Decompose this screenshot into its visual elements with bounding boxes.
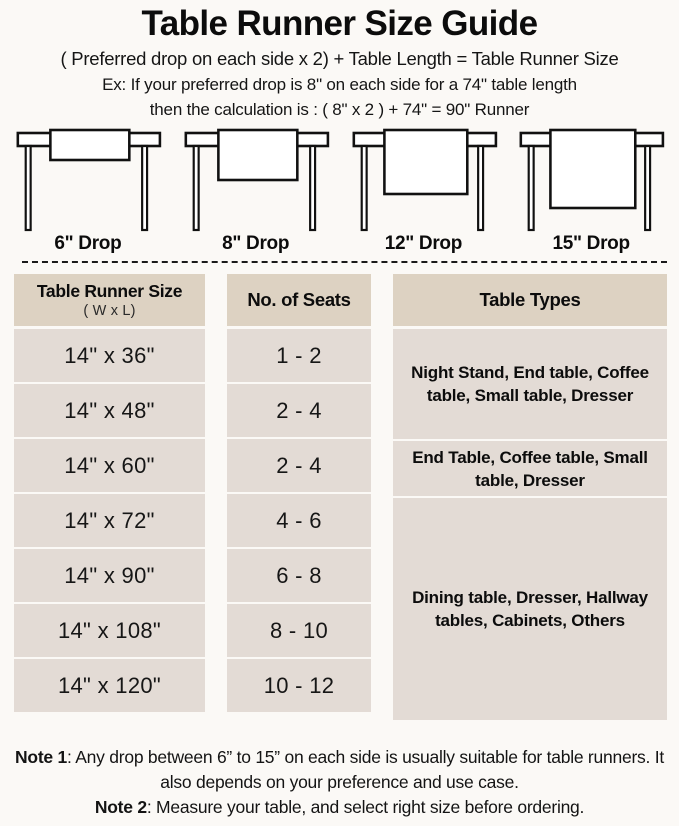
- table-row: 14" x 120": [14, 659, 205, 712]
- table-row: 2 - 4: [227, 384, 371, 437]
- column-header-seats-label: No. of Seats: [247, 289, 351, 310]
- table-row: 14" x 90": [14, 549, 205, 602]
- drop-diagram-12in: [340, 128, 508, 232]
- page-header: Table Runner Size Guide ( Preferred drop…: [0, 0, 679, 122]
- drop-label-6in: 6" Drop: [54, 233, 122, 254]
- notes-section: Note 1: Any drop between 6” to 15” on ea…: [0, 745, 679, 820]
- note-2-text: : Measure your table, and select right s…: [146, 797, 585, 817]
- drop-label-15in: 15" Drop: [552, 233, 630, 254]
- column-header-size-sub: ( W x L): [83, 302, 136, 319]
- table-row: 4 - 6: [227, 494, 371, 547]
- note-2: Note 2: Measure your table, and select r…: [6, 795, 673, 820]
- table-row: 1 - 2: [227, 329, 371, 382]
- table-runner-diagram-icon: [352, 128, 497, 232]
- drop-diagram-strip: [0, 128, 679, 232]
- column-header-size: Table Runner Size ( W x L): [14, 274, 205, 326]
- drop-diagram-8in: [172, 128, 340, 232]
- table-row: 14" x 60": [14, 439, 205, 492]
- table-types-group-medium: End Table, Coffee table, Small table, Dr…: [393, 441, 667, 496]
- table-row: 14" x 108": [14, 604, 205, 657]
- column-table-runner-size: Table Runner Size ( W x L) 14" x 36" 14"…: [14, 274, 205, 722]
- table-row: 10 - 12: [227, 659, 371, 712]
- table-row: 14" x 48": [14, 384, 205, 437]
- table-row: 2 - 4: [227, 439, 371, 492]
- drop-label-8in: 8" Drop: [222, 233, 290, 254]
- table-runner-diagram-icon: [184, 128, 329, 232]
- table-runner-diagram-icon: [519, 128, 665, 232]
- drop-label-row: 6" Drop 8" Drop 12" Drop 15" Drop: [0, 233, 679, 255]
- note-1-label: Note 1: [15, 747, 67, 767]
- table-runner-diagram-icon: [16, 128, 162, 232]
- table-types-group-large: Dining table, Dresser, Hallway tables, C…: [393, 498, 667, 720]
- column-no-of-seats: No. of Seats 1 - 2 2 - 4 2 - 4 4 - 6 6 -…: [227, 274, 371, 722]
- size-table: Table Runner Size ( W x L) 14" x 36" 14"…: [0, 274, 679, 722]
- example-line-2: then the calculation is : ( 8" x 2 ) + 7…: [149, 100, 530, 119]
- note-2-label: Note 2: [94, 797, 147, 817]
- note-1: Note 1: Any drop between 6” to 15” on ea…: [6, 745, 673, 795]
- drop-label-12in: 12" Drop: [384, 233, 463, 254]
- formula-text: ( Preferred drop on each side x 2) + Tab…: [60, 48, 619, 69]
- example-line-1: Ex: If your preferred drop is 8" on each…: [102, 75, 577, 94]
- table-row: 14" x 36": [14, 329, 205, 382]
- section-divider: [22, 261, 667, 263]
- table-types-group-small: Night Stand, End table, Coffee table, Sm…: [393, 329, 667, 439]
- page-title: Table Runner Size Guide: [141, 4, 539, 43]
- column-header-seats: No. of Seats: [227, 274, 371, 326]
- table-row: 6 - 8: [227, 549, 371, 602]
- column-header-size-main: Table Runner Size: [36, 280, 183, 301]
- table-row: 14" x 72": [14, 494, 205, 547]
- table-row: 8 - 10: [227, 604, 371, 657]
- column-header-types-label: Table Types: [479, 289, 581, 310]
- column-header-types: Table Types: [393, 274, 667, 326]
- drop-diagram-6in: [4, 128, 172, 232]
- note-1-text: : Any drop between 6” to 15” on each sid…: [67, 747, 664, 792]
- column-table-types: Table Types Night Stand, End table, Coff…: [393, 274, 667, 722]
- drop-diagram-15in: [507, 128, 675, 232]
